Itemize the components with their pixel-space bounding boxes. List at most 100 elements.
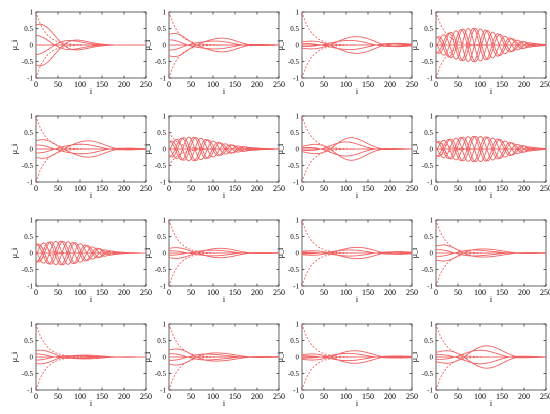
- series-line-lower: [169, 37, 279, 58]
- y-tick-label: 0.5: [157, 337, 166, 345]
- x-tick-label: 100: [340, 80, 352, 89]
- y-tick-label: -0.5: [422, 162, 434, 170]
- series-dotted-upper: [36, 116, 146, 150]
- x-tick-label: 200: [251, 80, 263, 89]
- series-dotted-lower: [169, 148, 279, 166]
- x-tick-label: 150: [229, 80, 241, 89]
- subplot-16: 0 50 100 150 200 250 -1 -0.5 0 0.5 1 i μ_i: [410, 321, 550, 409]
- x-tick-label: 0: [300, 392, 304, 401]
- series-dotted-upper: [169, 324, 279, 358]
- x-tick-label: 100: [340, 288, 352, 297]
- y-tick-label: -1: [427, 179, 433, 187]
- subplot-10: 0 50 100 150 200 250 -1 -0.5 0 0.5 1 i μ_i: [143, 217, 285, 305]
- y-axis-label: μ_i: [276, 247, 285, 258]
- x-tick-label: 50: [454, 392, 462, 401]
- y-tick-label: 0.5: [157, 233, 166, 241]
- y-axis-label: μ_i: [276, 143, 285, 154]
- x-tick-label: 0: [434, 392, 438, 401]
- x-tick-label: 250: [140, 392, 152, 401]
- y-tick-label: -0.5: [422, 266, 434, 274]
- x-tick-label: 200: [384, 288, 396, 297]
- series-line-lower: [302, 352, 412, 359]
- subplot-14: 0 50 100 150 200 250 -1 -0.5 0 0.5 1 i μ_i: [143, 321, 285, 409]
- series-line-lower: [169, 40, 279, 51]
- x-tick-label: 150: [496, 288, 508, 297]
- subplot-6: 0 50 100 150 200 250 -1 -0.5 0 0.5 1 i μ_i: [143, 113, 285, 201]
- x-axis-label: i: [223, 295, 226, 304]
- series-dotted-lower: [436, 252, 546, 286]
- x-tick-label: 100: [340, 392, 352, 401]
- subplot-2: 0 50 100 150 200 250 -1 -0.5 0 0.5 1 i μ_i: [143, 9, 285, 97]
- series-line-upper: [169, 32, 279, 53]
- x-tick-label: 100: [474, 288, 486, 297]
- x-tick-label: 250: [406, 392, 418, 401]
- series-dotted-upper: [302, 220, 412, 254]
- subplot-3: 0 50 100 150 200 250 -1 -0.5 0 0.5 1 i μ_i: [276, 9, 418, 97]
- x-tick-label: 100: [474, 184, 486, 193]
- x-tick-label: 200: [518, 288, 530, 297]
- x-tick-label: 200: [251, 288, 263, 297]
- y-tick-label: -0.5: [288, 58, 300, 66]
- series-dotted-lower: [436, 44, 546, 78]
- curves: [436, 135, 546, 163]
- series-dotted-lower: [436, 148, 546, 160]
- x-tick-label: 250: [273, 288, 285, 297]
- y-tick-label: -1: [293, 75, 299, 83]
- subplot-8: 0 50 100 150 200 250 -1 -0.5 0 0.5 1 i μ_i: [410, 113, 550, 201]
- x-tick-label: 50: [320, 80, 328, 89]
- curves: [436, 220, 546, 286]
- x-tick-label: 200: [251, 392, 263, 401]
- y-tick-label: 0.5: [290, 25, 299, 33]
- x-tick-label: 250: [406, 184, 418, 193]
- series-line-lower: [436, 136, 546, 163]
- y-axis-label: μ_i: [410, 247, 419, 258]
- x-tick-label: 250: [540, 288, 550, 297]
- subplot-15: 0 50 100 150 200 250 -1 -0.5 0 0.5 1 i μ_i: [276, 321, 418, 409]
- subplot-7: 0 50 100 150 200 250 -1 -0.5 0 0.5 1 i μ_i: [276, 113, 418, 201]
- y-tick-label: -1: [160, 179, 166, 187]
- y-tick-label: 0.5: [24, 25, 33, 33]
- y-tick-label: 0: [296, 250, 300, 258]
- x-tick-label: 0: [300, 80, 304, 89]
- y-tick-label: 0: [296, 42, 300, 50]
- y-tick-label: -0.5: [422, 58, 434, 66]
- subplot-1: 0 50 100 150 200 250 -1 -0.5 0 0.5 1 i μ_i: [10, 9, 152, 97]
- curves: [36, 324, 146, 390]
- x-tick-label: 50: [187, 392, 195, 401]
- x-tick-label: 100: [207, 392, 219, 401]
- series-dotted-lower: [169, 356, 279, 390]
- x-tick-label: 50: [54, 184, 62, 193]
- y-tick-label: 0: [30, 42, 34, 50]
- y-tick-label: 0: [30, 250, 34, 258]
- series-line-upper: [436, 135, 546, 162]
- x-tick-label: 100: [207, 288, 219, 297]
- series-line-lower: [436, 345, 546, 364]
- x-tick-label: 200: [518, 392, 530, 401]
- y-tick-label: 1: [163, 9, 167, 17]
- y-axis-label: μ_i: [276, 351, 285, 362]
- y-tick-label: -0.5: [155, 370, 167, 378]
- curves: [302, 12, 412, 78]
- y-tick-label: 0.5: [424, 25, 433, 33]
- x-tick-label: 100: [340, 184, 352, 193]
- x-tick-label: 100: [74, 184, 86, 193]
- series-line-lower: [36, 143, 146, 154]
- x-axis-label: i: [356, 399, 359, 408]
- y-tick-label: 1: [296, 9, 300, 17]
- series-line-lower: [169, 137, 279, 161]
- y-tick-label: 1: [30, 217, 34, 225]
- series-dotted-upper: [436, 12, 546, 46]
- y-axis-label: μ_i: [410, 143, 419, 154]
- x-axis-label: i: [490, 295, 493, 304]
- y-tick-label: 1: [30, 113, 34, 121]
- x-tick-label: 250: [273, 392, 285, 401]
- x-tick-label: 50: [187, 288, 195, 297]
- y-tick-label: 0.5: [290, 233, 299, 241]
- x-tick-label: 50: [187, 184, 195, 193]
- series-dotted-upper: [436, 220, 546, 254]
- y-axis-label: μ_i: [10, 39, 19, 50]
- y-tick-label: -1: [293, 283, 299, 291]
- y-axis-label: μ_i: [410, 39, 419, 50]
- series-dotted-lower: [302, 148, 412, 182]
- series-dotted-lower: [169, 44, 279, 78]
